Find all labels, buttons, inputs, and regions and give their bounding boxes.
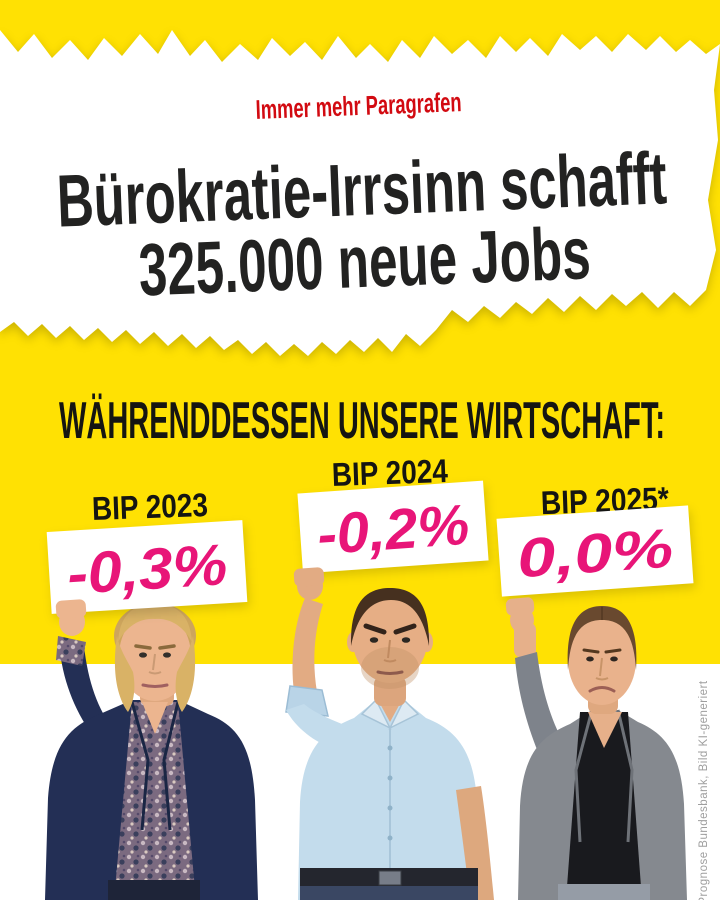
woman1-hair-right — [175, 636, 196, 712]
man-collar-right — [388, 698, 420, 730]
woman1-brows — [134, 644, 176, 650]
woman3-black-top — [566, 712, 642, 900]
man-brows — [363, 623, 417, 635]
woman3-lapel-right — [616, 709, 634, 843]
man-face — [352, 589, 428, 683]
torn-paper-shape — [0, 30, 720, 356]
woman3-mouth — [588, 686, 616, 693]
man-button — [387, 835, 393, 841]
woman1-hand — [55, 599, 87, 636]
man-belt-buckle — [378, 870, 402, 886]
woman3-hair — [567, 606, 637, 670]
woman1-chest — [142, 702, 168, 734]
man-hair — [350, 588, 430, 646]
stat-label: BIP 2023 — [91, 486, 208, 527]
stat-sign-2025: 0,0% — [496, 505, 694, 597]
woman3-raised-arm-sleeve — [515, 652, 561, 752]
woman1-blouse-cuff — [56, 636, 86, 666]
man-mouth — [376, 670, 404, 675]
man-button — [387, 745, 393, 751]
headline-line2: 325.000 neue Jobs — [137, 211, 592, 311]
woman3-lapel-left — [574, 709, 594, 843]
person-man-2024 — [285, 588, 494, 900]
man-nose — [383, 639, 397, 663]
sign-board — [496, 505, 694, 597]
person-woman-2025 — [514, 606, 687, 900]
stat-value: 0,0% — [515, 517, 675, 590]
woman1-pants — [108, 880, 200, 900]
man-button — [387, 805, 393, 811]
person-woman-2023 — [45, 603, 258, 900]
woman3-eye-right — [610, 656, 618, 662]
man-button — [387, 775, 393, 781]
woman1-nose — [148, 653, 162, 675]
man-down-forearm — [456, 786, 494, 900]
woman3-brows — [582, 648, 622, 654]
section-heading: WÄHRENDDESSEN UNSERE WIRTSCHAFT: — [59, 392, 665, 450]
stat-value: -0,3% — [65, 532, 229, 607]
woman1-lapel-right — [162, 701, 180, 831]
woman1-hair-fringe — [118, 604, 192, 642]
stat-value: -0,2% — [315, 493, 471, 567]
woman3-nose — [595, 657, 609, 681]
woman1-hair-left — [114, 636, 135, 712]
woman1-eye-right — [163, 652, 171, 658]
torn-paper-clipping: Immer mehr Paragrafen Bürokratie-Irrsinn… — [0, 30, 720, 356]
woman3-hand — [505, 597, 535, 633]
woman1-blouse — [114, 702, 196, 900]
woman3-eye-left — [586, 656, 594, 662]
man-eye-left — [369, 637, 379, 643]
man-eye-right — [401, 637, 411, 643]
woman1-lapel-left — [130, 701, 150, 831]
stat-sign-2024: -0,2% — [297, 480, 489, 574]
footnote: *Prognose Bundesbank, Bild KI-generiert — [698, 680, 710, 900]
stat-sign-2023: -0,3% — [46, 520, 248, 614]
man-hand — [293, 567, 325, 600]
man-jeans — [300, 886, 478, 900]
woman3-chest — [588, 712, 622, 748]
man-raised-forearm — [292, 598, 323, 692]
man-collar-left — [360, 698, 392, 730]
sign-board — [46, 520, 248, 614]
woman1-eye-left — [139, 652, 147, 658]
woman1-mouth — [141, 683, 169, 688]
woman3-trousers — [558, 884, 650, 900]
man-stubble — [361, 647, 419, 689]
sign-board — [297, 480, 489, 574]
man-neck — [374, 676, 406, 706]
